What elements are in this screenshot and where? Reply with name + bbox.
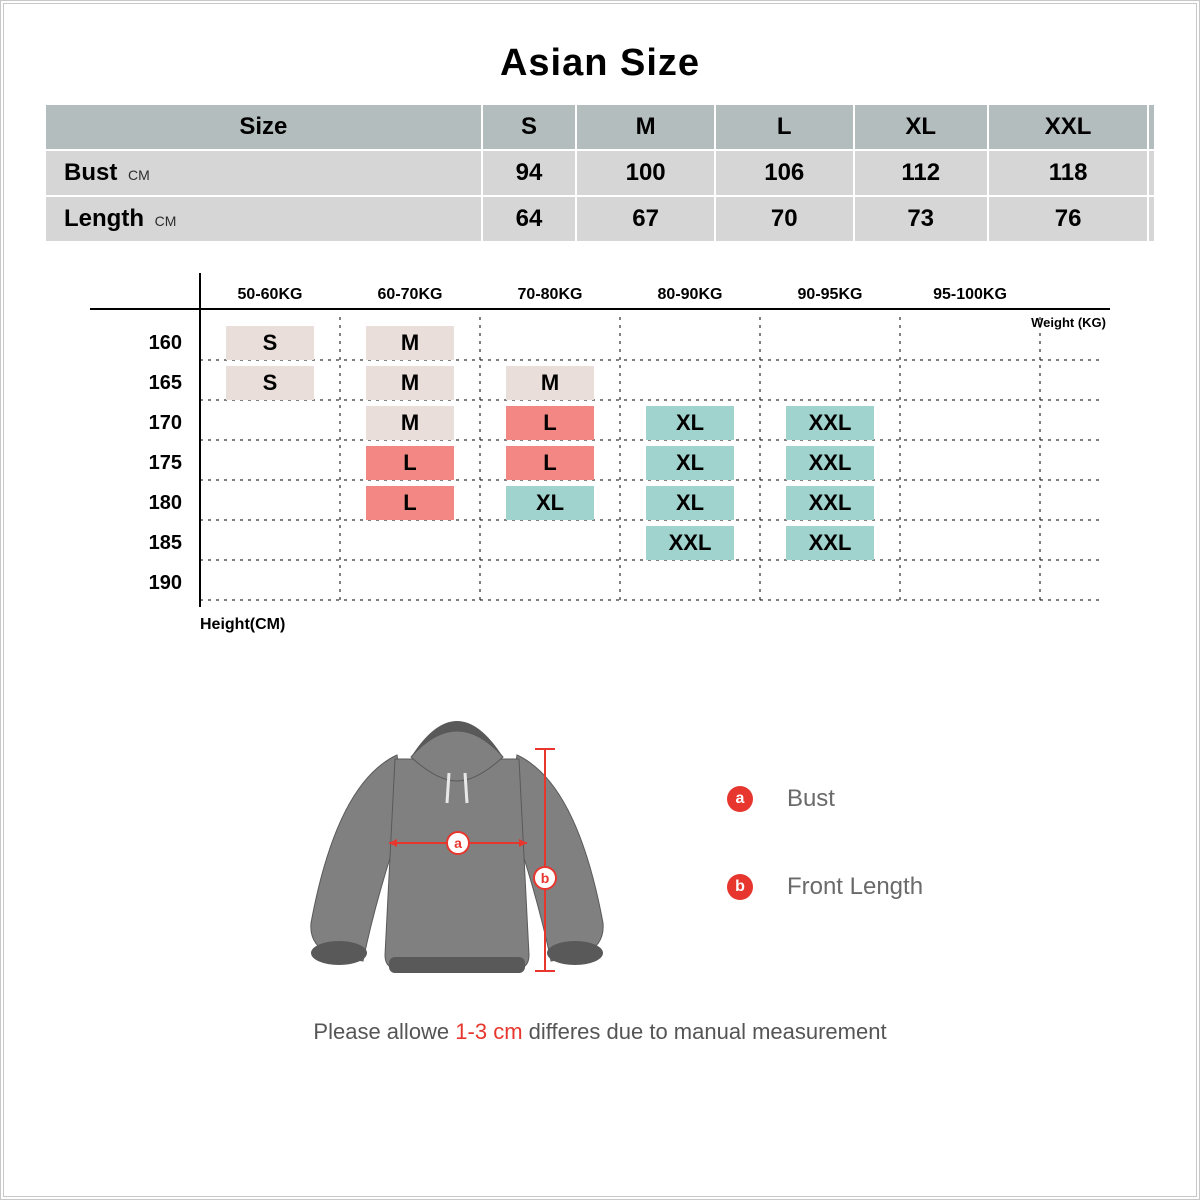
- grid-cell: M: [366, 326, 454, 360]
- svg-text:50-60KG: 50-60KG: [238, 286, 303, 303]
- legend-b-label: Front Length: [787, 873, 923, 901]
- grid-cell: XXL: [786, 526, 874, 560]
- size-value: 106: [715, 150, 854, 196]
- grid-cell: XXL: [786, 486, 874, 520]
- grid-cell: XL: [646, 486, 734, 520]
- svg-text:80-90KG: 80-90KG: [658, 286, 723, 303]
- grid-cell: S: [226, 366, 314, 400]
- size-table-header-row: SizeSMLXLXXL: [45, 104, 1155, 150]
- size-chart-card: Asian Size SizeSMLXLXXL Bust CM941001061…: [0, 0, 1200, 1200]
- col-header-XL: XL: [854, 104, 988, 150]
- col-header-S: S: [482, 104, 577, 150]
- grid-cell: XXL: [786, 446, 874, 480]
- svg-text:190: 190: [149, 572, 182, 594]
- table-row: Bust CM94100106112118: [45, 150, 1155, 196]
- measurement-note: Please allowe 1-3 cm differes due to man…: [44, 1019, 1156, 1045]
- height-weight-grid: 50-60KG 60-70KG 70-80KG 80-90KG 90-95KG 95-10…: [90, 273, 1110, 653]
- page-title: Asian Size: [44, 42, 1156, 85]
- legend-bust: a Bust: [727, 785, 923, 813]
- legend-length: b Front Length: [727, 873, 923, 901]
- svg-text:Height(CM): Height(CM): [200, 616, 285, 633]
- col-header-size: Size: [45, 104, 482, 150]
- svg-text:165: 165: [149, 372, 182, 394]
- legend-b-icon: b: [727, 874, 753, 900]
- grid-cell: S: [226, 326, 314, 360]
- svg-text:90-95KG: 90-95KG: [798, 286, 863, 303]
- svg-text:175: 175: [149, 452, 182, 474]
- size-value: 73: [854, 196, 988, 242]
- grid-cell: XL: [646, 446, 734, 480]
- row-label-bust: Bust CM: [45, 150, 482, 196]
- hoodie-illustration: ab: [277, 693, 637, 993]
- grid-cell: XXL: [786, 406, 874, 440]
- size-value: 76: [988, 196, 1149, 242]
- grid-cell: L: [506, 406, 594, 440]
- size-value: [1148, 196, 1155, 242]
- size-value: 94: [482, 150, 577, 196]
- grid-cell: XXL: [646, 526, 734, 560]
- svg-text:160: 160: [149, 332, 182, 354]
- row-label-length: Length CM: [45, 196, 482, 242]
- col-header-empty: [1148, 104, 1155, 150]
- size-value: [1148, 150, 1155, 196]
- size-value: 67: [576, 196, 715, 242]
- legend-a-icon: a: [727, 786, 753, 812]
- size-value: 70: [715, 196, 854, 242]
- grid-cell: L: [366, 486, 454, 520]
- svg-text:70-80KG: 70-80KG: [518, 286, 583, 303]
- grid-cell: M: [506, 366, 594, 400]
- size-value: 100: [576, 150, 715, 196]
- svg-text:180: 180: [149, 492, 182, 514]
- grid-cell: L: [506, 446, 594, 480]
- svg-text:b: b: [541, 870, 550, 886]
- col-header-M: M: [576, 104, 715, 150]
- svg-text:170: 170: [149, 412, 182, 434]
- grid-cell: L: [366, 446, 454, 480]
- size-value: 64: [482, 196, 577, 242]
- grid-cell: XL: [506, 486, 594, 520]
- svg-text:60-70KG: 60-70KG: [378, 286, 443, 303]
- col-header-L: L: [715, 104, 854, 150]
- svg-text:Weight (KG): Weight (KG): [1031, 315, 1106, 330]
- size-value: 118: [988, 150, 1149, 196]
- svg-text:a: a: [454, 835, 462, 851]
- grid-cell: M: [366, 406, 454, 440]
- note-pre: Please allowe: [313, 1019, 455, 1044]
- table-row: Length CM6467707376: [45, 196, 1155, 242]
- svg-text:185: 185: [149, 532, 182, 554]
- svg-text:95-100KG: 95-100KG: [933, 286, 1007, 303]
- grid-cell: XL: [646, 406, 734, 440]
- col-header-XXL: XXL: [988, 104, 1149, 150]
- grid-cell: M: [366, 366, 454, 400]
- note-post: differes due to manual measurement: [523, 1019, 887, 1044]
- garment-diagram: ab a Bust b Front Length: [44, 693, 1156, 993]
- note-highlight: 1-3 cm: [455, 1019, 522, 1044]
- size-value: 112: [854, 150, 988, 196]
- size-table: SizeSMLXLXXL Bust CM94100106112118Length…: [44, 103, 1156, 243]
- legend-a-label: Bust: [787, 785, 835, 813]
- diagram-legend: a Bust b Front Length: [727, 785, 923, 901]
